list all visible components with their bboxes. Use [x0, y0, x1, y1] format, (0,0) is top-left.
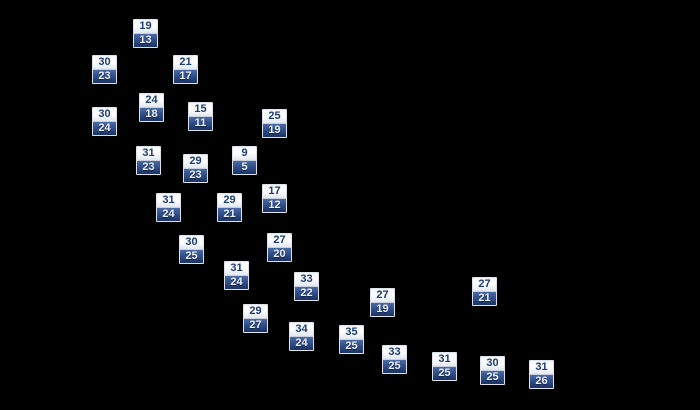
- temperature-tag[interactable]: 31 23: [136, 146, 161, 175]
- low-temp-value: 19: [371, 303, 394, 316]
- low-temp-value: 18: [140, 108, 163, 121]
- temperature-tag[interactable]: 30 25: [480, 356, 505, 385]
- low-temp-value: 21: [218, 208, 241, 221]
- high-temp-value: 31: [225, 262, 248, 276]
- low-temp-value: 27: [244, 319, 267, 332]
- high-temp-value: 15: [189, 103, 212, 117]
- high-temp-value: 33: [295, 273, 318, 287]
- temperature-tag[interactable]: 31 24: [224, 261, 249, 290]
- low-temp-value: 25: [433, 367, 456, 380]
- high-temp-value: 31: [137, 147, 160, 161]
- temperature-tag[interactable]: 31 24: [156, 193, 181, 222]
- temperature-tag[interactable]: 27 20: [267, 233, 292, 262]
- low-temp-value: 23: [93, 70, 116, 83]
- high-temp-value: 30: [481, 357, 504, 371]
- high-temp-value: 35: [340, 326, 363, 340]
- temperature-tag[interactable]: 17 12: [262, 184, 287, 213]
- temperature-tag[interactable]: 27 19: [370, 288, 395, 317]
- low-temp-value: 24: [225, 276, 248, 289]
- temperature-tag[interactable]: 33 22: [294, 272, 319, 301]
- temperature-tag[interactable]: 30 25: [179, 235, 204, 264]
- temperature-tag[interactable]: 29 27: [243, 304, 268, 333]
- high-temp-value: 21: [174, 56, 197, 70]
- high-temp-value: 24: [140, 94, 163, 108]
- temperature-tag[interactable]: 19 13: [133, 19, 158, 48]
- high-temp-value: 34: [290, 323, 313, 337]
- temperature-tag[interactable]: 29 21: [217, 193, 242, 222]
- temperature-tag[interactable]: 25 19: [262, 109, 287, 138]
- low-temp-value: 13: [134, 34, 157, 47]
- temperature-tag[interactable]: 15 11: [188, 102, 213, 131]
- low-temp-value: 20: [268, 248, 291, 261]
- low-temp-value: 21: [473, 292, 496, 305]
- low-temp-value: 19: [263, 124, 286, 137]
- high-temp-value: 29: [244, 305, 267, 319]
- high-temp-value: 27: [371, 289, 394, 303]
- high-temp-value: 33: [383, 346, 406, 360]
- high-temp-value: 17: [263, 185, 286, 199]
- low-temp-value: 11: [189, 117, 212, 130]
- temperature-tag[interactable]: 21 17: [173, 55, 198, 84]
- temperature-tag[interactable]: 27 21: [472, 277, 497, 306]
- low-temp-value: 25: [383, 360, 406, 373]
- high-temp-value: 25: [263, 110, 286, 124]
- high-temp-value: 30: [93, 108, 116, 122]
- high-temp-value: 30: [93, 56, 116, 70]
- low-temp-value: 22: [295, 287, 318, 300]
- high-temp-value: 19: [134, 20, 157, 34]
- low-temp-value: 5: [233, 161, 256, 174]
- high-temp-value: 27: [473, 278, 496, 292]
- low-temp-value: 17: [174, 70, 197, 83]
- high-temp-value: 29: [184, 155, 207, 169]
- high-temp-value: 31: [433, 353, 456, 367]
- low-temp-value: 26: [530, 375, 553, 388]
- temperature-tag[interactable]: 29 23: [183, 154, 208, 183]
- low-temp-value: 24: [93, 122, 116, 135]
- temperature-tag[interactable]: 31 26: [529, 360, 554, 389]
- temperature-tag[interactable]: 30 23: [92, 55, 117, 84]
- low-temp-value: 23: [184, 169, 207, 182]
- low-temp-value: 25: [180, 250, 203, 263]
- high-temp-value: 30: [180, 236, 203, 250]
- temperature-tag[interactable]: 24 18: [139, 93, 164, 122]
- temperature-tag[interactable]: 31 25: [432, 352, 457, 381]
- low-temp-value: 23: [137, 161, 160, 174]
- temperature-tag[interactable]: 33 25: [382, 345, 407, 374]
- high-temp-value: 29: [218, 194, 241, 208]
- low-temp-value: 24: [290, 337, 313, 350]
- high-temp-value: 31: [157, 194, 180, 208]
- high-temp-value: 27: [268, 234, 291, 248]
- temperature-tag[interactable]: 30 24: [92, 107, 117, 136]
- high-temp-value: 9: [233, 147, 256, 161]
- low-temp-value: 24: [157, 208, 180, 221]
- low-temp-value: 25: [481, 371, 504, 384]
- low-temp-value: 25: [340, 340, 363, 353]
- high-temp-value: 31: [530, 361, 553, 375]
- temperature-tag[interactable]: 34 24: [289, 322, 314, 351]
- low-temp-value: 12: [263, 199, 286, 212]
- temperature-tag[interactable]: 35 25: [339, 325, 364, 354]
